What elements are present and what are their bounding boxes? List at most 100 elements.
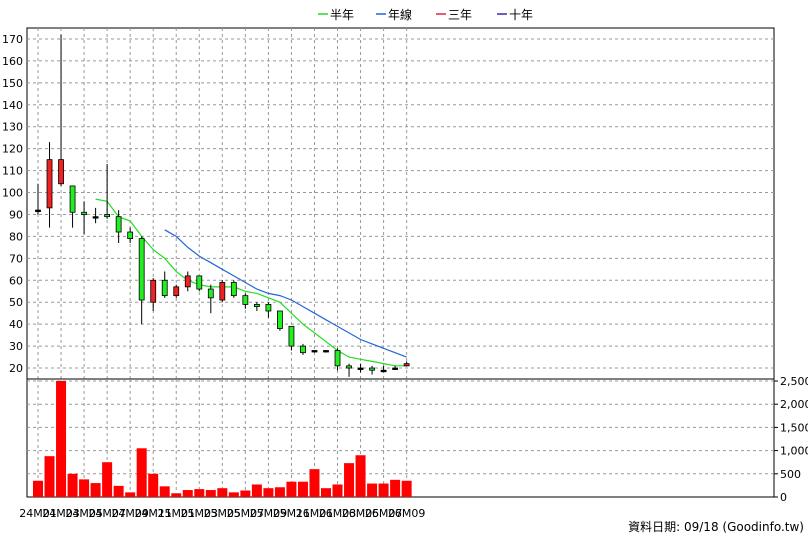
price-tick-90: 90 (9, 208, 23, 221)
x-tick-24M11: 24M11 (134, 507, 172, 520)
candle-body-26M04 (346, 365, 352, 369)
x-tick-25M01: 25M01 (157, 507, 195, 520)
candle-26M02 (323, 350, 329, 353)
candle-25M04 (207, 284, 214, 314)
candle-25M01 (173, 284, 180, 298)
volume-frame (26, 378, 775, 498)
candle-body-25M03 (196, 275, 203, 290)
candle-body-25M09 (265, 304, 272, 312)
price-tick-150: 150 (2, 77, 23, 90)
x-tick-26M09: 26M09 (388, 507, 426, 520)
price-tick-100: 100 (2, 187, 23, 200)
x-tick-25M03: 25M03 (181, 507, 219, 520)
candle-24M05 (81, 201, 87, 235)
data-date-footer: 資料日期: 09/18 (Goodinfo.tw) (628, 520, 804, 534)
vol-tick-0: 0 (780, 491, 787, 504)
volume-bar-25M03 (194, 489, 205, 497)
candle-25M07 (242, 293, 249, 309)
candle-24M03 (58, 34, 64, 186)
volume-bar-25M01 (171, 493, 182, 497)
volume-bar-25M08 (251, 484, 262, 497)
candle-body-26M01 (311, 350, 318, 353)
candle-26M04 (346, 363, 352, 377)
candlesticks (35, 34, 410, 377)
candle-26M01 (311, 350, 318, 353)
candle-24M06 (92, 207, 99, 224)
price-tick-30: 30 (9, 340, 23, 353)
price-tick-130: 130 (2, 121, 23, 134)
candle-26M03 (334, 348, 341, 371)
candle-25M08 (253, 302, 260, 311)
candle-26M09 (403, 361, 410, 367)
candle-body-24M03 (58, 159, 64, 185)
x-tick-labels: 24M0124M0324M0524M0724M0924M1125M0125M03… (19, 507, 425, 520)
price-tick-110: 110 (2, 165, 23, 178)
volume-panel: 0 500 1,000 1,500 2,000 2,500 (26, 375, 808, 504)
x-tick-26M01: 26M01 (296, 507, 334, 520)
x-tick-26M07: 26M07 (365, 507, 403, 520)
candle-body-26M03 (334, 350, 341, 367)
volume-bar-24M11 (148, 473, 159, 497)
candle-25M12 (300, 343, 306, 355)
candle-24M11 (150, 278, 157, 311)
candle-24M12 (161, 271, 168, 298)
candle-24M10 (138, 236, 145, 325)
candle-body-26M07 (380, 369, 387, 373)
legend-label-3: 十年 (509, 8, 533, 22)
candle-24M02 (46, 142, 53, 228)
vol-tick-1500: 1,500 (780, 421, 808, 434)
ma-half-year-line (95, 198, 407, 367)
candle-body-24M01 (35, 209, 41, 212)
volume-bar-26M08 (390, 479, 401, 497)
volume-bars (33, 381, 412, 497)
candle-body-25M05 (219, 282, 226, 301)
candle-body-26M09 (403, 363, 410, 367)
price-tick-60: 60 (9, 274, 23, 287)
ma-year-line (164, 229, 407, 358)
candle-body-24M08 (115, 216, 122, 233)
candle-body-25M04 (207, 288, 214, 299)
volume-bar-24M10 (136, 448, 147, 497)
candle-26M06 (369, 365, 375, 375)
volume-bar-24M07 (102, 462, 113, 497)
volume-bar-26M02 (321, 488, 331, 497)
vol-tick-1000: 1,000 (780, 445, 808, 458)
candle-body-25M10 (277, 310, 283, 329)
candle-body-25M06 (230, 282, 237, 297)
vol-tick-2000: 2,000 (780, 398, 808, 411)
volume-bar-26M01 (309, 469, 320, 497)
candle-25M09 (265, 302, 272, 318)
price-tick-140: 140 (2, 99, 23, 112)
volume-y-tick-labels: 0 500 1,000 1,500 2,000 2,500 (774, 375, 808, 504)
volume-bar-25M11 (286, 481, 297, 497)
x-tick-24M09: 24M09 (111, 507, 149, 520)
x-tick-25M11: 25M11 (273, 507, 311, 520)
price-tick-120: 120 (2, 143, 23, 156)
volume-bar-25M06 (228, 492, 239, 497)
legend-label-0: 半年 (330, 8, 354, 22)
vol-tick-2500: 2,500 (780, 375, 808, 388)
candle-body-24M07 (104, 214, 111, 218)
candle-body-25M08 (253, 304, 260, 308)
price-tick-170: 170 (2, 33, 23, 46)
volume-bar-25M04 (205, 490, 216, 497)
volume-bar-24M02 (44, 456, 55, 497)
candle-25M05 (219, 280, 226, 303)
volume-bar-25M07 (240, 490, 251, 497)
x-tick-24M05: 24M05 (65, 507, 103, 520)
legend-label-1: 年線 (388, 7, 412, 22)
volume-bar-24M04 (67, 473, 78, 497)
candle-25M03 (196, 275, 203, 292)
volume-bar-26M07 (378, 483, 389, 497)
volume-bar-24M08 (113, 485, 124, 497)
volume-bar-24M01 (33, 480, 43, 497)
volume-bar-25M05 (217, 488, 228, 497)
x-tick-24M03: 24M03 (42, 507, 80, 520)
candle-26M07 (380, 365, 387, 373)
price-tick-40: 40 (9, 318, 23, 331)
candle-body-24M04 (69, 185, 76, 213)
candle-body-24M05 (81, 211, 87, 215)
volume-bar-25M09 (263, 488, 274, 497)
